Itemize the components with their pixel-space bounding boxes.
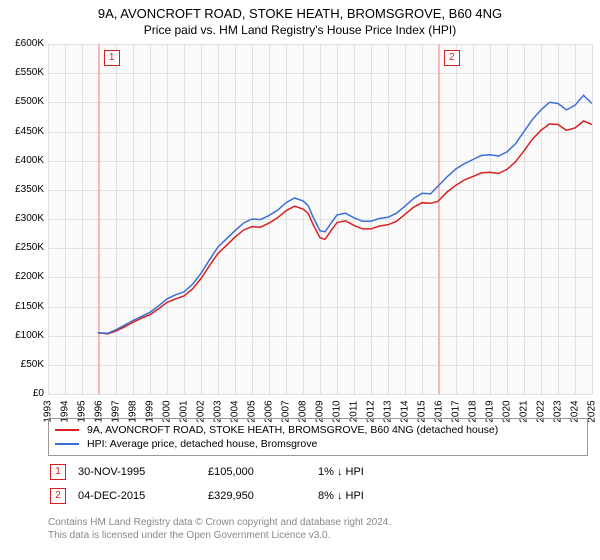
legend: 9A, AVONCROFT ROAD, STOKE HEATH, BROMSGR… xyxy=(48,418,588,456)
marker-pct: 1% ↓ HPI xyxy=(318,466,398,478)
y-axis-label: £150K xyxy=(4,301,44,312)
legend-label: HPI: Average price, detached house, Brom… xyxy=(87,438,317,450)
y-axis-label: £400K xyxy=(4,155,44,166)
y-axis-label: £450K xyxy=(4,126,44,137)
marker-icon: 2 xyxy=(50,488,66,504)
y-axis-label: £200K xyxy=(4,271,44,282)
y-axis-label: £550K xyxy=(4,67,44,78)
legend-swatch xyxy=(55,429,79,431)
x-axis-label: 2025 xyxy=(587,397,598,427)
marker-row: 1 30-NOV-1995£105,0001% ↓ HPI xyxy=(48,460,574,484)
series-line xyxy=(98,95,592,333)
y-axis-label: £350K xyxy=(4,184,44,195)
legend-swatch xyxy=(55,443,79,445)
footer-line: Contains HM Land Registry data © Crown c… xyxy=(48,516,391,529)
y-axis-label: £250K xyxy=(4,242,44,253)
y-axis-label: £300K xyxy=(4,213,44,224)
marker-date: 30-NOV-1995 xyxy=(78,466,208,478)
series-line xyxy=(98,121,592,334)
chart-title: 9A, AVONCROFT ROAD, STOKE HEATH, BROMSGR… xyxy=(0,0,600,21)
chart-subtitle: Price paid vs. HM Land Registry's House … xyxy=(0,21,600,37)
footer-attribution: Contains HM Land Registry data © Crown c… xyxy=(48,516,391,542)
marker-price: £105,000 xyxy=(208,466,318,478)
y-axis-label: £0 xyxy=(4,388,44,399)
marker-date: 04-DEC-2015 xyxy=(78,490,208,502)
footer-line: This data is licensed under the Open Gov… xyxy=(48,529,391,542)
gridline-v xyxy=(592,44,593,394)
marker-price: £329,950 xyxy=(208,490,318,502)
legend-item: HPI: Average price, detached house, Brom… xyxy=(55,437,581,451)
marker-table: 1 30-NOV-1995£105,0001% ↓ HPI 2 04-DEC-2015… xyxy=(48,460,574,508)
line-chart-svg xyxy=(48,44,592,394)
y-axis-label: £500K xyxy=(4,96,44,107)
y-axis-label: £100K xyxy=(4,330,44,341)
y-axis-label: £600K xyxy=(4,38,44,49)
marker-box: 2 xyxy=(444,50,460,66)
y-axis-label: £50K xyxy=(4,359,44,370)
legend-label: 9A, AVONCROFT ROAD, STOKE HEATH, BROMSGR… xyxy=(87,424,498,436)
chart-plot-area: 12 xyxy=(48,44,592,394)
gridline-h xyxy=(48,394,592,395)
marker-box: 1 xyxy=(104,50,120,66)
legend-item: 9A, AVONCROFT ROAD, STOKE HEATH, BROMSGR… xyxy=(55,423,581,437)
marker-pct: 8% ↓ HPI xyxy=(318,490,398,502)
marker-icon: 1 xyxy=(50,464,66,480)
marker-row: 2 04-DEC-2015£329,9508% ↓ HPI xyxy=(48,484,574,508)
